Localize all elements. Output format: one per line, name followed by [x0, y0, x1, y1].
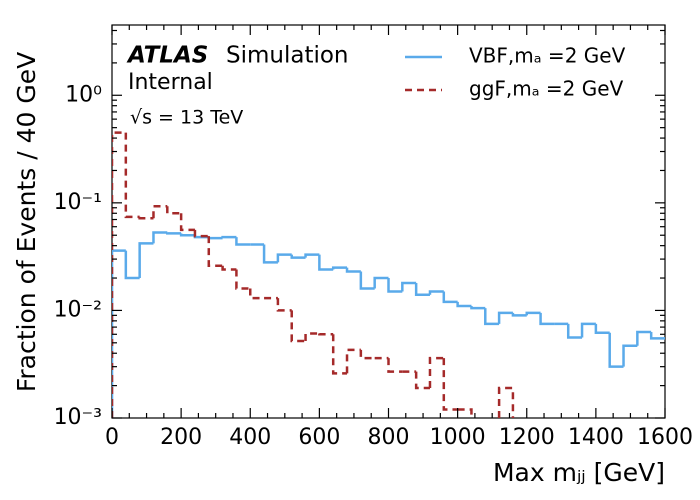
histogram-step: [262, 244, 278, 264]
histogram-step: [525, 311, 541, 316]
histogram-step: [152, 231, 168, 244]
histogram-step: [221, 265, 237, 271]
histogram-step: [622, 344, 638, 367]
histogram-step: [179, 233, 195, 237]
histogram-step: [387, 278, 403, 293]
histogram-step: [457, 408, 473, 418]
y-tick-label: 10⁻²: [54, 297, 102, 322]
histogram-step: [636, 330, 652, 346]
histogram-step: [345, 267, 361, 273]
y-tick-label: 10⁰: [65, 82, 102, 107]
histogram-step: [138, 242, 154, 279]
x-tick-label: 400: [229, 425, 271, 450]
histogram-step: [331, 266, 348, 270]
x-tick-label: 1000: [430, 425, 486, 450]
legend-label: VBF,mₐ =2 GeV: [469, 44, 626, 68]
histogram-step: [359, 349, 375, 360]
histogram-step: [290, 254, 306, 259]
histogram-step: [428, 356, 444, 389]
histogram-step: [484, 308, 500, 326]
histogram-step: [414, 371, 430, 390]
histogram-step: [249, 288, 265, 300]
histogram-step: [152, 204, 168, 219]
histogram-step: [442, 291, 458, 304]
histogram-step: [497, 386, 515, 418]
histogram-step: [456, 301, 472, 308]
histogram-step: [442, 358, 458, 411]
x-tick-label: 1600: [637, 425, 693, 450]
histogram-step: [414, 282, 430, 296]
histogram-step: [207, 236, 223, 268]
histogram-step: [345, 348, 361, 374]
histogram-step: [318, 333, 334, 336]
x-tick-label: 0: [105, 425, 119, 450]
histogram-step: [276, 298, 292, 312]
histogram-step: [221, 235, 237, 239]
histogram-step: [112, 249, 126, 418]
histogram-step: [359, 271, 375, 290]
histogram-step: [401, 281, 417, 292]
histogram-step: [179, 213, 195, 232]
x-axis-label: Max mⱼⱼ [GeV]: [493, 458, 665, 487]
histogram-step: [207, 236, 223, 240]
histogram-step: [193, 229, 209, 238]
histogram-step: [387, 358, 403, 373]
x-tick-label: 600: [298, 425, 340, 450]
histogram-step: [124, 250, 140, 280]
x-tick-label: 1200: [499, 425, 555, 450]
x-tick-label: 200: [160, 425, 202, 450]
y-axis-label: Fraction of Events / 40 GeV: [12, 52, 41, 392]
histogram-step: [304, 332, 320, 341]
y-tick-label: 10⁻³: [54, 405, 102, 430]
histogram-step: [235, 269, 251, 290]
histogram-step: [373, 276, 389, 289]
histogram-step: [138, 216, 154, 220]
histogram-step: [166, 206, 182, 215]
histogram-step: [304, 253, 320, 258]
legend-label: ggF,mₐ =2 GeV: [469, 77, 624, 101]
x-tick-label: 1400: [568, 425, 624, 450]
histogram-step: [580, 322, 596, 338]
histogram-step: [276, 253, 292, 263]
histogram-step: [318, 254, 334, 271]
histogram-step: [331, 334, 348, 375]
histogram-step: [566, 323, 583, 339]
histogram-step: [428, 290, 444, 295]
histogram-step: [539, 312, 555, 326]
energy-label: √s = 13 TeV: [130, 107, 243, 129]
histogram-step: [608, 332, 624, 368]
internal-label: Internal: [128, 70, 213, 95]
experiment-label: ATLAS: [126, 43, 208, 69]
histogram-step: [594, 323, 610, 335]
histogram-step: [649, 332, 665, 340]
y-tick-label: 10⁻¹: [54, 190, 102, 215]
plot-area: [112, 131, 665, 418]
histogram-step: [112, 131, 126, 418]
histogram-step: [235, 237, 251, 246]
histogram-step: [290, 310, 306, 343]
histogram-step: [497, 311, 513, 324]
histogram-step: [470, 305, 486, 310]
histogram-step: [166, 232, 182, 235]
status-label: Simulation: [226, 43, 349, 69]
histogram-step: [124, 132, 140, 219]
x-tick-label: 800: [368, 425, 410, 450]
histogram-step: [511, 312, 527, 317]
